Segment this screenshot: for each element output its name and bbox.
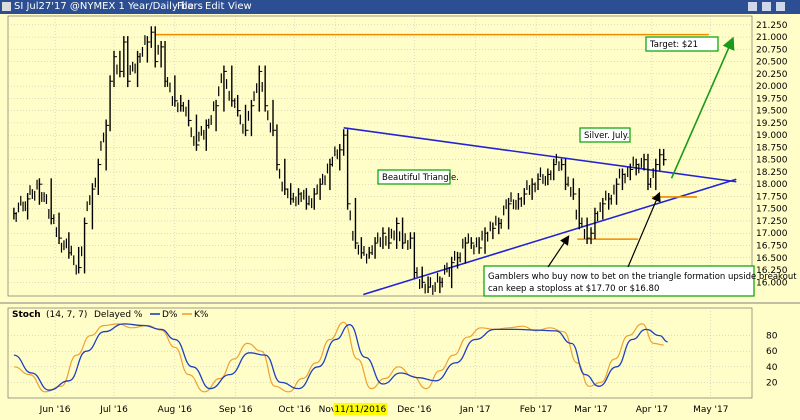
target-label: Target: $21 — [649, 40, 698, 50]
price-tick-label: 21.250 — [756, 21, 788, 31]
stoch-legend-d: D% — [162, 310, 178, 320]
price-tick-label: 19.750 — [756, 94, 788, 104]
close-icon[interactable] — [776, 2, 785, 11]
x-tick-label: Feb '17 — [520, 405, 553, 415]
restore-icon[interactable] — [762, 2, 771, 11]
price-tick-label: 20.000 — [756, 82, 788, 92]
price-tick-label: 20.500 — [756, 58, 788, 68]
x-tick-label: May '17 — [693, 405, 728, 415]
triangle-label: Beautiful Triangle. — [382, 173, 459, 183]
menu-file[interactable]: File — [177, 1, 194, 12]
menu-view[interactable]: View — [228, 1, 252, 12]
stoch-params: (14, 7, 7) — [46, 310, 87, 320]
date-highlight — [333, 403, 388, 415]
price-tick-label: 17.750 — [756, 192, 788, 202]
gamblers-box — [483, 265, 755, 297]
x-tick-label: Mar '17 — [574, 405, 608, 415]
target-label-box — [645, 36, 719, 52]
price-tick-label: 17.500 — [756, 205, 788, 215]
x-tick-label: Jul '16 — [99, 405, 128, 415]
silver-july-label-box — [579, 127, 631, 143]
price-tick-label: 16.500 — [756, 254, 788, 264]
gamblers-label-line2: can keep a stoploss at $17.70 or $16.80 — [488, 284, 659, 294]
price-tick-label: 17.250 — [756, 217, 788, 227]
price-tick-label: 18.000 — [756, 180, 788, 190]
stoch-pane-frame — [7, 307, 753, 399]
price-tick-label: 19.250 — [756, 119, 788, 129]
price-tick-label: 18.250 — [756, 168, 788, 178]
x-tick-label: Apr '17 — [636, 405, 668, 415]
price-tick-label: 18.750 — [756, 143, 788, 153]
projection-arrow — [670, 36, 735, 179]
x-tick-label: Jun '16 — [39, 405, 71, 415]
toolbar-title: SI Jul27'17 @NYMEX 1 Year/Daily bars — [14, 1, 203, 12]
x-tick-label: Jan '17 — [459, 405, 491, 415]
x-tick-label: Dec '16 — [397, 405, 431, 415]
price-pane-frame — [7, 15, 753, 297]
price-tick-label: 16.000 — [756, 278, 788, 288]
price-tick-label: 20.250 — [756, 70, 788, 80]
x-tick-label: Sep '16 — [219, 405, 253, 415]
chart-background — [0, 14, 800, 420]
toolbar: SI Jul27'17 @NYMEX 1 Year/Daily bars Fil… — [0, 0, 800, 14]
x-tick-label: Oct '16 — [278, 405, 311, 415]
stoch-tick-label: 40 — [766, 363, 778, 373]
price-tick-label: 17.000 — [756, 229, 788, 239]
price-tick-label: 19.000 — [756, 131, 788, 141]
pointer-arrow-17-70 — [627, 191, 661, 268]
price-tick-label: 21.000 — [756, 33, 788, 43]
stoch-d-line — [13, 323, 668, 391]
stoch-name: Stoch — [12, 310, 41, 320]
stoch-tick-label: 20 — [766, 378, 778, 388]
triangle-upper-line — [343, 127, 737, 183]
stoch-tick-label: 60 — [766, 347, 778, 357]
pointer-arrow-16-80 — [547, 235, 570, 268]
price-tick-label: 19.500 — [756, 107, 788, 117]
price-tick-label: 16.750 — [756, 241, 788, 251]
menu-edit[interactable]: Edit — [205, 1, 225, 12]
silver-july-label: Silver. July. — [584, 131, 629, 141]
stoch-k-line — [13, 321, 664, 393]
x-tick-label: Aug '16 — [158, 405, 193, 415]
minimize-icon[interactable] — [748, 2, 757, 11]
price-tick-label: 16.250 — [756, 266, 788, 276]
highlight-date-label: 11/11/2016 — [334, 405, 386, 415]
chart-icon[interactable] — [2, 2, 11, 11]
triangle-label-box — [377, 169, 451, 185]
price-tick-label: 20.750 — [756, 45, 788, 55]
stoch-legend-delayed: Delayed % — [94, 310, 143, 320]
triangle-lower-line — [363, 178, 737, 296]
gamblers-label-line1: Gamblers who buy now to bet on the trian… — [488, 272, 797, 282]
stoch-tick-label: 80 — [766, 332, 778, 342]
price-tick-label: 18.500 — [756, 156, 788, 166]
stoch-legend-k: K% — [194, 310, 209, 320]
